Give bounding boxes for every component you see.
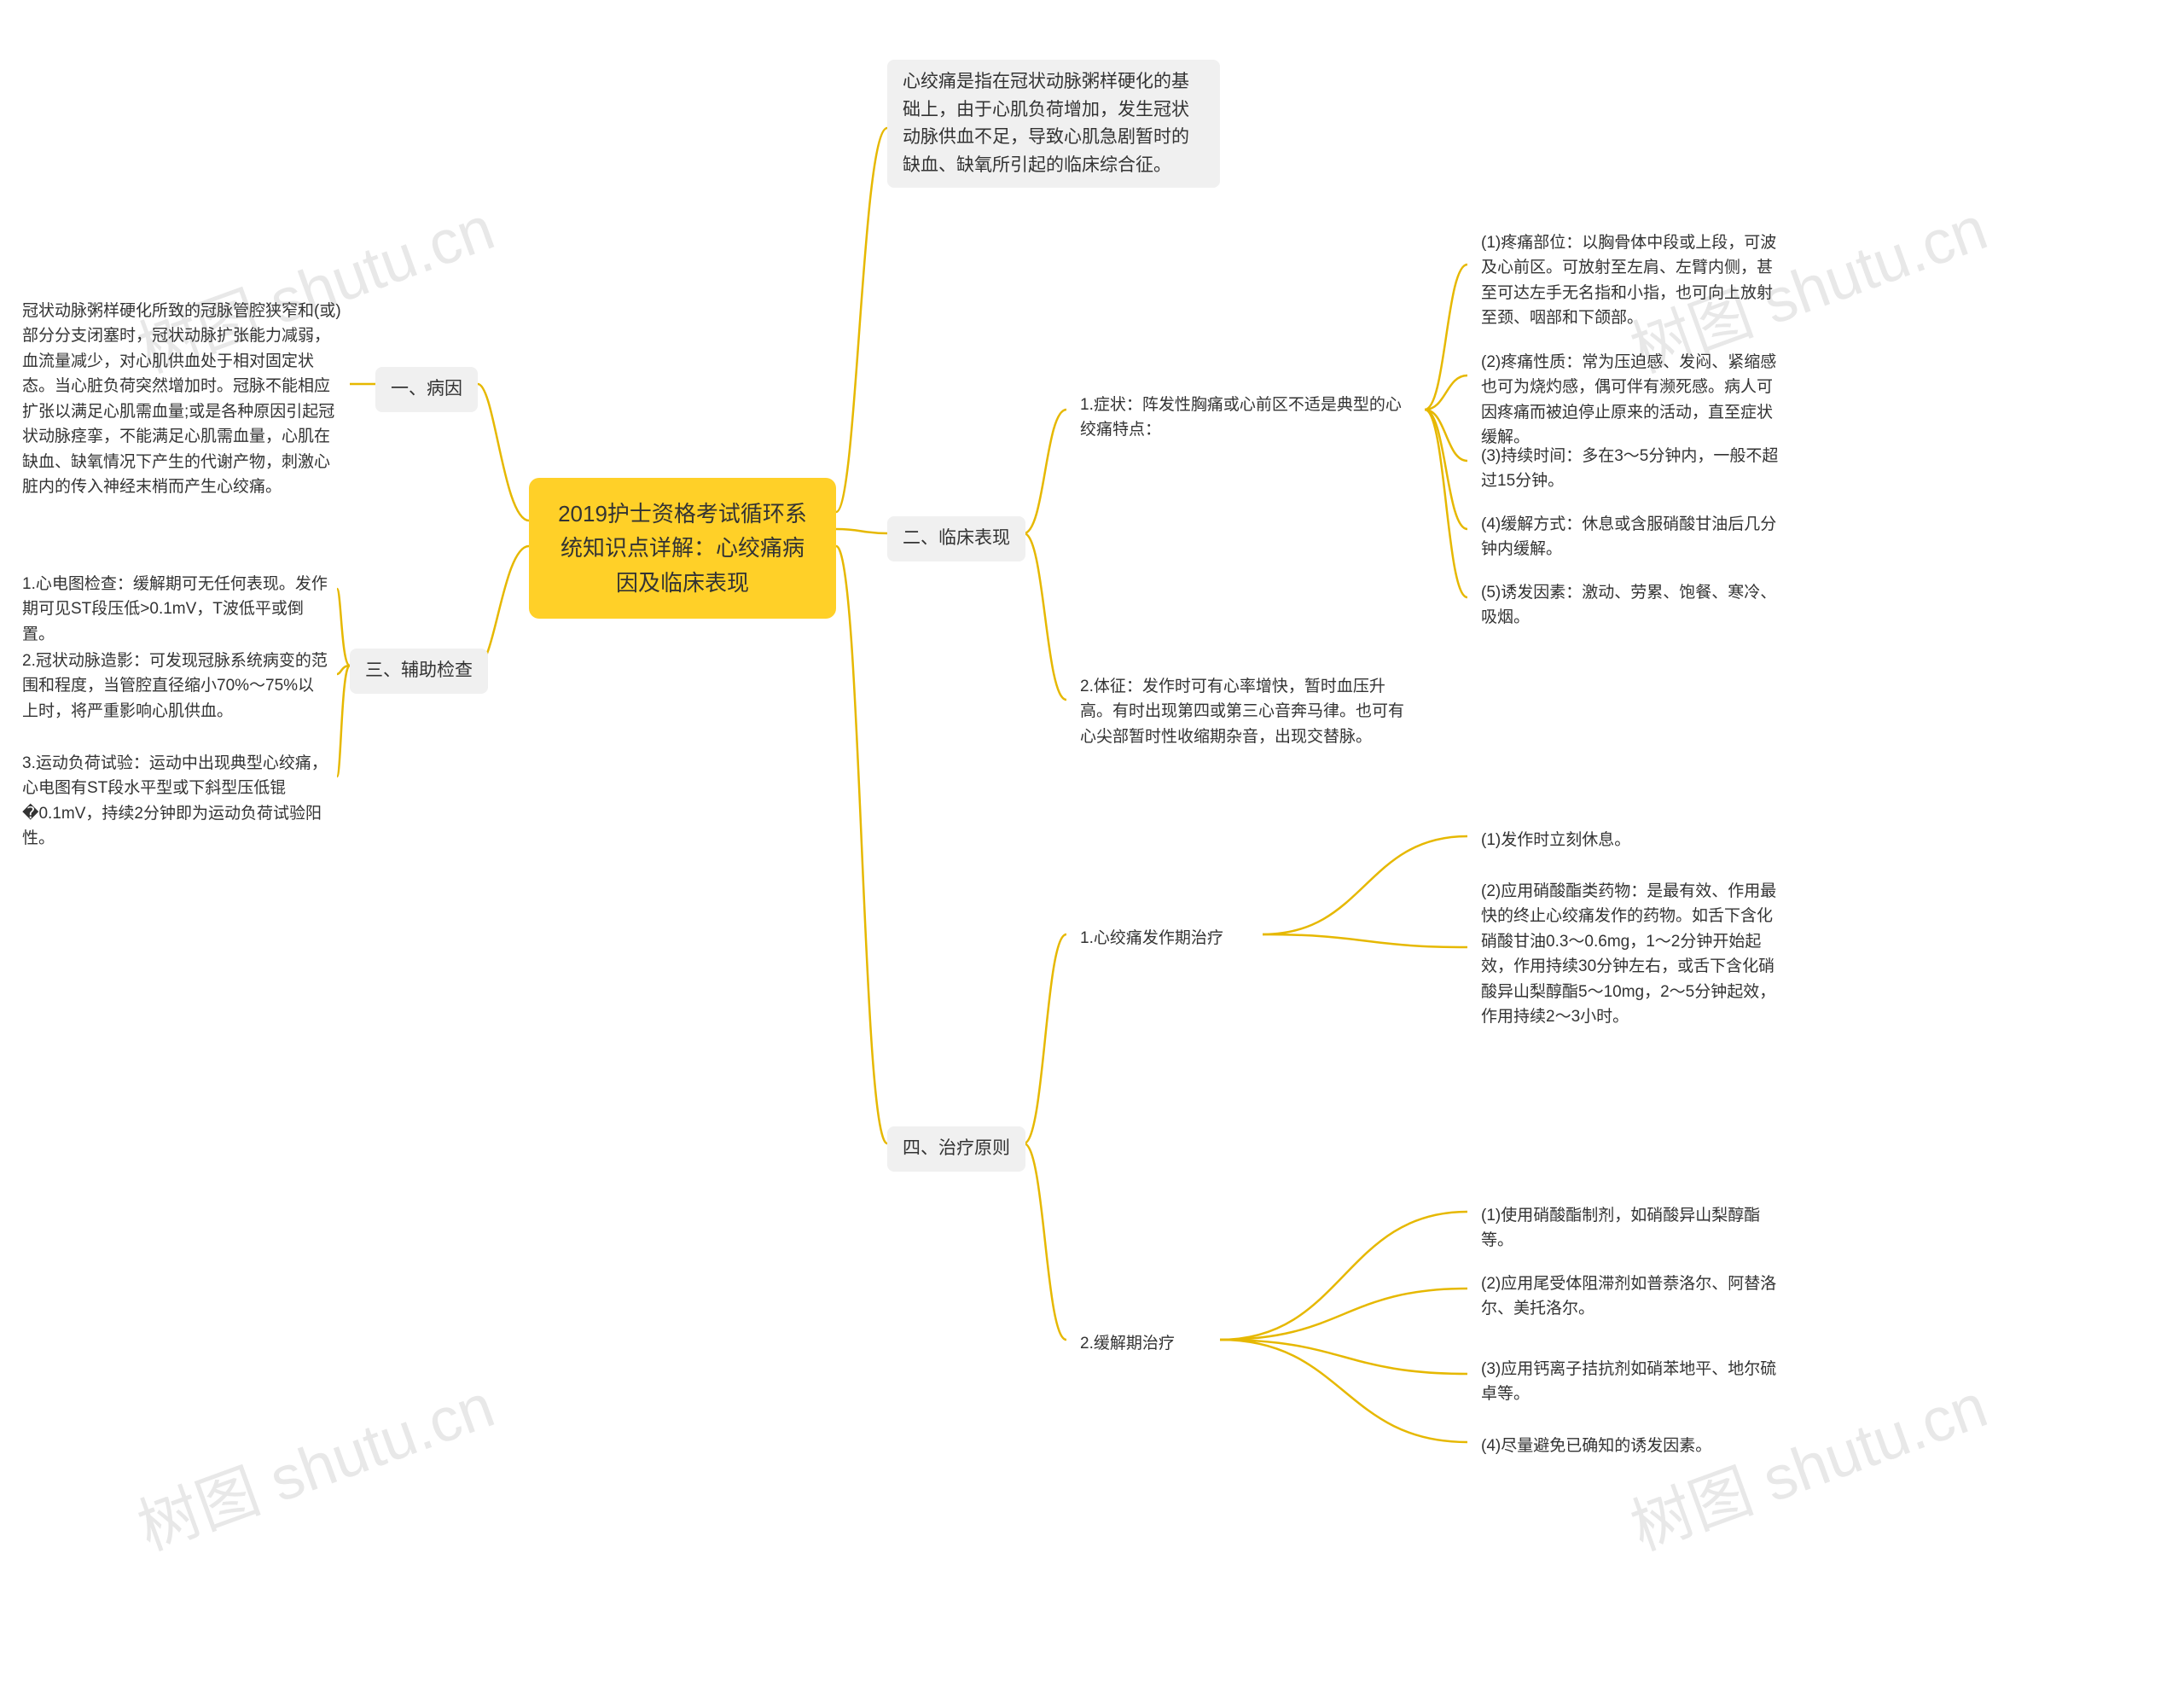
leaf-attack-treat: 1.心绞痛发作期治疗 — [1066, 917, 1237, 959]
leaf-attack-2: (2)应用硝酸酯类药物：是最有效、作用最快的终止心绞痛发作的药物。如舌下含化硝酸… — [1467, 870, 1800, 1038]
leaf-symptom-5: (5)诱发因素：激动、劳累、饱餐、寒冷、吸烟。 — [1467, 572, 1800, 639]
branch-exam: 三、辅助检查 — [350, 649, 488, 694]
leaf-symptom-intro: 1.症状：阵发性胸痛或心前区不适是典型的心绞痛特点： — [1066, 384, 1425, 451]
watermark: 树图 shutu.cn — [124, 1356, 504, 1568]
branch-treatment: 四、治疗原则 — [887, 1126, 1025, 1172]
leaf-sign: 2.体征：发作时可有心率增快，暂时血压升高。有时出现第四或第三心音奔马律。也可有… — [1066, 666, 1425, 758]
leaf-intro: 心绞痛是指在冠状动脉粥样硬化的基础上，由于心肌负荷增加，发生冠状动脉供血不足，导… — [887, 60, 1220, 188]
mindmap-root: 2019护士资格考试循环系统知识点详解：心绞痛病因及临床表现 — [529, 478, 836, 619]
leaf-relief-1: (1)使用硝酸酯制剂，如硝酸异山梨醇酯等。 — [1467, 1195, 1800, 1262]
leaf-relief-4: (4)尽量避免已确知的诱发因素。 — [1467, 1425, 1725, 1467]
leaf-symptom-1: (1)疼痛部位：以胸骨体中段或上段，可波及心前区。可放射至左肩、左臂内侧，甚至可… — [1467, 222, 1800, 340]
branch-cause: 一、病因 — [375, 367, 478, 412]
leaf-exam-2: 2.冠状动脉造影：可发现冠脉系统病变的范围和程度，当管腔直径缩小70%～75%以… — [9, 640, 341, 732]
leaf-cause-text: 冠状动脉粥样硬化所致的冠脉管腔狭窄和(或)部分分支闭塞时，冠状动脉扩张能力减弱，… — [9, 290, 358, 509]
leaf-relief-treat: 2.缓解期治疗 — [1066, 1323, 1188, 1364]
leaf-symptom-4: (4)缓解方式：休息或含服硝酸甘油后几分钟内缓解。 — [1467, 503, 1800, 571]
branch-clinical: 二、临床表现 — [887, 516, 1025, 561]
leaf-exam-3: 3.运动负荷试验：运动中出现典型心绞痛，心电图有ST段水平型或下斜型压低锟�0.… — [9, 742, 341, 860]
leaf-symptom-3: (3)持续时间：多在3～5分钟内，一般不超过15分钟。 — [1467, 435, 1800, 503]
leaf-relief-2: (2)应用尾受体阻滞剂如普萘洛尔、阿替洛尔、美托洛尔。 — [1467, 1263, 1800, 1330]
leaf-relief-3: (3)应用钙离子拮抗剂如硝苯地平、地尔硫卓等。 — [1467, 1348, 1800, 1416]
leaf-attack-1: (1)发作时立刻休息。 — [1467, 819, 1644, 861]
